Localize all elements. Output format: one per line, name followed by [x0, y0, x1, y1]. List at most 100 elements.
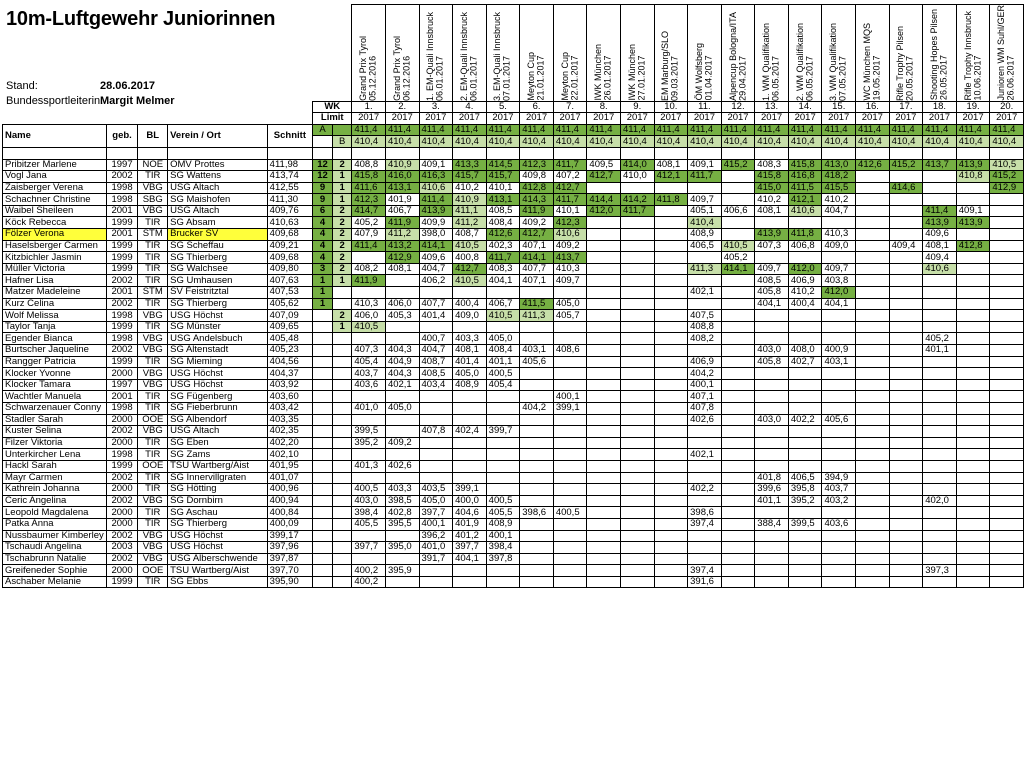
- count-b: 2: [331, 158, 353, 172]
- athlete-born: 2002: [105, 344, 139, 357]
- limit-a-value: 411,4: [519, 123, 554, 137]
- athlete-name: Klocker Tamara: [2, 378, 107, 392]
- score-cell: [384, 575, 420, 589]
- count-a: 9: [312, 181, 333, 195]
- athlete-state: TIR: [137, 274, 169, 288]
- limit-b-label: B: [331, 135, 353, 148]
- score-cell: [855, 425, 890, 438]
- score-cell: [855, 378, 890, 392]
- score-cell: 415,5: [821, 181, 857, 195]
- score-cell: [855, 193, 890, 206]
- score-cell: [855, 320, 890, 334]
- count-b: [331, 390, 353, 403]
- score-cell: 407,5: [687, 309, 722, 322]
- score-cell: 411,4: [922, 204, 957, 218]
- score-cell: [720, 459, 756, 473]
- score-cell: 415,8: [754, 170, 789, 183]
- limit-a-label: A: [312, 123, 333, 137]
- spacer-cell: [619, 146, 655, 160]
- athlete-club: SG Fieberbrunn: [167, 402, 268, 415]
- score-cell: 409,1: [955, 204, 991, 218]
- score-cell: [754, 390, 789, 403]
- score-cell: 407,1: [519, 239, 554, 253]
- score-cell: [720, 436, 756, 450]
- score-cell: [855, 552, 890, 566]
- score-cell: [653, 367, 689, 380]
- score-cell: [384, 552, 420, 566]
- score-cell: 411,7: [687, 170, 722, 183]
- score-cell: [855, 297, 890, 311]
- score-cell: 405,4: [351, 355, 386, 369]
- spacer-cell: [105, 146, 139, 160]
- score-cell: [855, 170, 890, 183]
- score-cell: 410,6: [552, 228, 588, 241]
- score-cell: [955, 193, 991, 206]
- score-cell: 403,2: [821, 494, 857, 508]
- score-cell: [687, 552, 722, 566]
- athlete-name: Greifeneder Sophie: [2, 564, 107, 577]
- score-cell: [720, 170, 756, 183]
- score-cell: [552, 529, 588, 543]
- score-cell: [653, 575, 689, 589]
- score-cell: 402,0: [922, 494, 957, 508]
- score-cell: [989, 436, 1024, 450]
- score-cell: 411,8: [787, 228, 823, 241]
- score-cell: [519, 529, 554, 543]
- athlete-club: SG Zams: [167, 448, 268, 461]
- score-cell: [586, 251, 621, 264]
- count-b: 1: [331, 193, 353, 206]
- score-cell: [687, 541, 722, 554]
- count-a: [312, 425, 333, 438]
- count-b: [331, 355, 353, 369]
- score-cell: [855, 344, 890, 357]
- limit-b-value: 410,4: [955, 135, 991, 148]
- athlete-name: Aschaber Melanie: [2, 575, 107, 589]
- competition-name-10: EM Marburg/SLO 09.03.2017: [653, 4, 689, 102]
- score-cell: 409,6: [418, 251, 454, 264]
- competition-label: WC München MQS 19.05.2017: [861, 23, 882, 101]
- competition-name-3: 1. EM-Quali Innsbruck 06.01.2017: [418, 4, 454, 102]
- score-cell: 413,1: [485, 193, 521, 206]
- score-cell: 415,2: [888, 158, 924, 172]
- score-cell: 400,1: [687, 378, 722, 392]
- score-cell: [720, 274, 756, 288]
- score-cell: [989, 239, 1024, 253]
- competition-name-1: Grand Prix Tyrol 05.12.2016: [351, 4, 386, 102]
- count-a: 12: [312, 170, 333, 183]
- score-cell: 407,3: [754, 239, 789, 253]
- score-cell: [619, 448, 655, 461]
- score-cell: [351, 552, 386, 566]
- score-cell: 398,5: [384, 494, 420, 508]
- athlete-name: Müller Victoria: [2, 262, 107, 276]
- spacer-cell: [167, 146, 268, 160]
- score-cell: 403,6: [821, 517, 857, 531]
- score-cell: [888, 494, 924, 508]
- athlete-born: 2002: [105, 425, 139, 438]
- spacer-cell: [821, 146, 857, 160]
- score-cell: [787, 506, 823, 519]
- score-cell: 408,8: [351, 158, 386, 172]
- athlete-club: SG Thierberg: [167, 251, 268, 264]
- score-cell: 408,2: [687, 332, 722, 345]
- athlete-row: Wolf Melissa 1998 VBG USG Höchst 407,09 2 406,…: [2, 309, 1024, 322]
- score-cell: [653, 216, 689, 230]
- score-cell: [821, 378, 857, 392]
- competition-year: 2017: [384, 112, 420, 125]
- score-cell: [586, 390, 621, 403]
- athlete-row: Aschaber Melanie 1999 TIR SG Ebbs 395,90 400,…: [2, 575, 1024, 589]
- score-cell: [720, 425, 756, 438]
- score-cell: 399,6: [754, 483, 789, 496]
- athlete-state: VBG: [137, 181, 169, 195]
- count-b: 2: [331, 309, 353, 322]
- score-cell: 412,7: [552, 181, 588, 195]
- score-cell: 395,2: [787, 494, 823, 508]
- score-cell: [519, 552, 554, 566]
- header-spacer: [3, 5, 352, 102]
- score-cell: 404,1: [821, 297, 857, 311]
- score-cell: [619, 506, 655, 519]
- column-header-row: Name geb. BL Verein / Ort Schnitt A 411,4 411,4…: [2, 123, 1024, 148]
- score-cell: [989, 506, 1024, 519]
- score-cell: [989, 204, 1024, 218]
- count-b: [331, 436, 353, 450]
- score-cell: 409,1: [418, 158, 454, 172]
